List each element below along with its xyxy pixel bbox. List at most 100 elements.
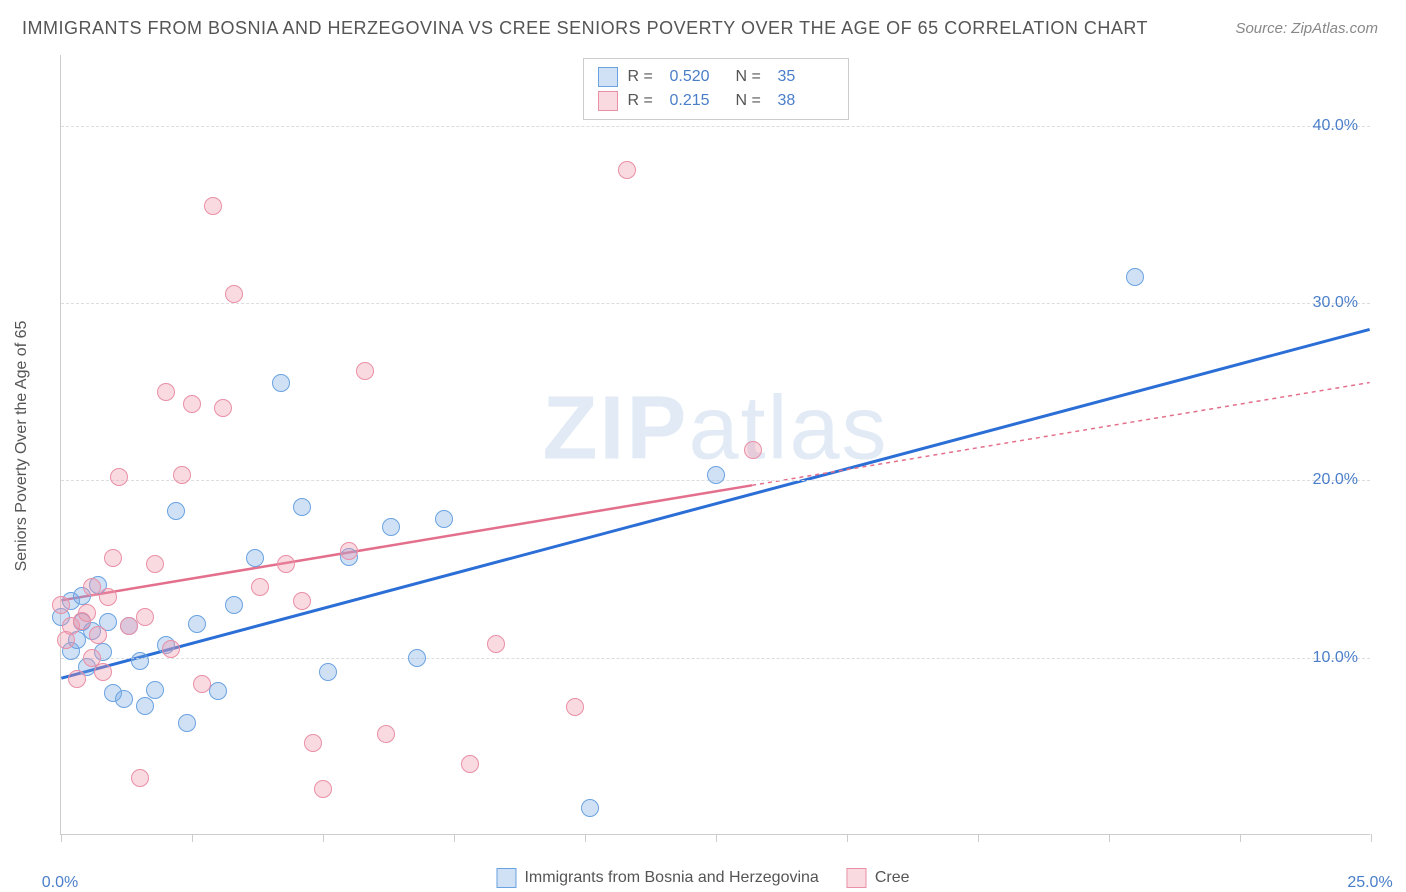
point-series-2 xyxy=(99,588,117,606)
point-series-2 xyxy=(204,197,222,215)
point-series-2 xyxy=(487,635,505,653)
point-series-2 xyxy=(183,395,201,413)
legend-correlation: R = 0.520 N = 35 R = 0.215 N = 38 xyxy=(583,58,849,120)
legend-swatch-1 xyxy=(598,67,618,87)
point-series-2 xyxy=(377,725,395,743)
regression-line xyxy=(61,485,752,600)
point-series-1 xyxy=(209,682,227,700)
xtick xyxy=(1371,834,1372,842)
y-axis-label: Seniors Poverty Over the Age of 65 xyxy=(13,321,31,572)
point-series-1 xyxy=(408,649,426,667)
point-series-1 xyxy=(1126,268,1144,286)
legend-bottom-label-1: Immigrants from Bosnia and Herzegovina xyxy=(524,869,818,887)
legend-n-value-2: 38 xyxy=(778,92,834,110)
chart-title: IMMIGRANTS FROM BOSNIA AND HERZEGOVINA V… xyxy=(22,18,1148,39)
watermark-bold: ZIP xyxy=(542,378,688,478)
ytick-label: 40.0% xyxy=(1313,117,1358,135)
watermark-thin: atlas xyxy=(688,378,888,478)
point-series-2 xyxy=(78,604,96,622)
point-series-1 xyxy=(146,681,164,699)
legend-r-value-2: 0.215 xyxy=(670,92,726,110)
point-series-1 xyxy=(382,518,400,536)
legend-bottom-swatch-1 xyxy=(496,868,516,888)
legend-bottom-item-1: Immigrants from Bosnia and Herzegovina xyxy=(496,868,818,888)
point-series-1 xyxy=(319,663,337,681)
xtick xyxy=(1240,834,1241,842)
point-series-2 xyxy=(157,383,175,401)
legend-r-label-2: R = xyxy=(628,92,660,110)
point-series-2 xyxy=(251,578,269,596)
point-series-1 xyxy=(707,466,725,484)
point-series-1 xyxy=(293,498,311,516)
xtick xyxy=(716,834,717,842)
point-series-2 xyxy=(173,466,191,484)
point-series-2 xyxy=(193,675,211,693)
xtick xyxy=(847,834,848,842)
point-series-2 xyxy=(566,698,584,716)
point-series-2 xyxy=(744,441,762,459)
regression-line xyxy=(61,329,1369,678)
gridline-h xyxy=(61,303,1370,304)
point-series-2 xyxy=(104,549,122,567)
point-series-1 xyxy=(188,615,206,633)
point-series-2 xyxy=(94,663,112,681)
xtick xyxy=(454,834,455,842)
point-series-2 xyxy=(162,640,180,658)
xtick xyxy=(61,834,62,842)
legend-bottom: Immigrants from Bosnia and Herzegovina C… xyxy=(496,868,909,888)
legend-bottom-label-2: Cree xyxy=(875,869,910,887)
gridline-h xyxy=(61,658,1370,659)
legend-n-label-1: N = xyxy=(736,68,768,86)
point-series-2 xyxy=(83,578,101,596)
xtick xyxy=(323,834,324,842)
xtick xyxy=(585,834,586,842)
point-series-2 xyxy=(314,780,332,798)
xtick xyxy=(978,834,979,842)
point-series-2 xyxy=(293,592,311,610)
legend-n-label-2: N = xyxy=(736,92,768,110)
point-series-2 xyxy=(136,608,154,626)
point-series-1 xyxy=(167,502,185,520)
point-series-1 xyxy=(581,799,599,817)
plot-area: ZIPatlas R = 0.520 N = 35 R = 0.215 N = … xyxy=(60,55,1370,835)
point-series-2 xyxy=(356,362,374,380)
point-series-1 xyxy=(272,374,290,392)
source-text: Source: ZipAtlas.com xyxy=(1235,20,1378,37)
legend-swatch-2 xyxy=(598,91,618,111)
point-series-2 xyxy=(304,734,322,752)
point-series-2 xyxy=(225,285,243,303)
point-series-1 xyxy=(115,690,133,708)
point-series-2 xyxy=(131,769,149,787)
point-series-2 xyxy=(89,626,107,644)
point-series-2 xyxy=(277,555,295,573)
gridline-h xyxy=(61,126,1370,127)
point-series-1 xyxy=(225,596,243,614)
point-series-2 xyxy=(340,542,358,560)
point-series-2 xyxy=(52,596,70,614)
regression-lines-svg xyxy=(61,55,1370,834)
legend-row-1: R = 0.520 N = 35 xyxy=(598,65,834,89)
point-series-1 xyxy=(131,652,149,670)
legend-row-2: R = 0.215 N = 38 xyxy=(598,89,834,113)
point-series-2 xyxy=(461,755,479,773)
watermark: ZIPatlas xyxy=(542,377,888,480)
point-series-1 xyxy=(246,549,264,567)
point-series-2 xyxy=(68,670,86,688)
point-series-2 xyxy=(214,399,232,417)
legend-bottom-swatch-2 xyxy=(847,868,867,888)
ytick-label: 30.0% xyxy=(1313,294,1358,312)
ytick-label: 10.0% xyxy=(1313,649,1358,667)
point-series-1 xyxy=(435,510,453,528)
point-series-2 xyxy=(110,468,128,486)
legend-r-label-1: R = xyxy=(628,68,660,86)
xtick xyxy=(1109,834,1110,842)
legend-r-value-1: 0.520 xyxy=(670,68,726,86)
ytick-label: 20.0% xyxy=(1313,471,1358,489)
point-series-1 xyxy=(136,697,154,715)
xtick xyxy=(192,834,193,842)
xtick-label: 25.0% xyxy=(1347,874,1392,892)
point-series-2 xyxy=(618,161,636,179)
point-series-2 xyxy=(146,555,164,573)
legend-n-value-1: 35 xyxy=(778,68,834,86)
xtick-label: 0.0% xyxy=(42,874,78,892)
